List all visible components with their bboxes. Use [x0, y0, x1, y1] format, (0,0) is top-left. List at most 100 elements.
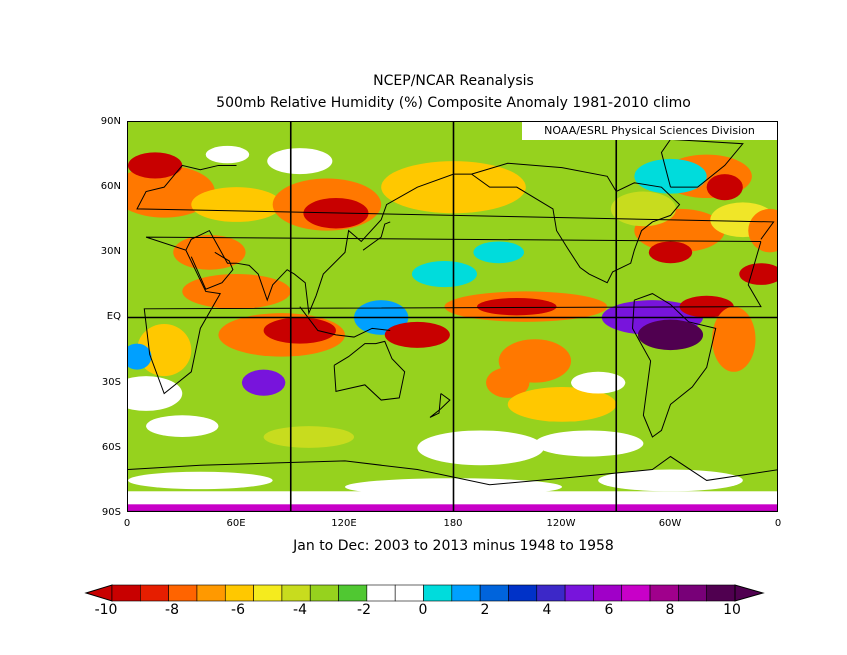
lon-label-0-east: 0 — [774, 518, 782, 529]
anomaly-patch — [712, 306, 756, 372]
anomaly-patch — [205, 145, 250, 164]
anomaly-patch — [637, 319, 704, 351]
period-label: Jan to Dec: 2003 to 2013 minus 1948 to 1… — [293, 538, 614, 554]
polar-band — [128, 510, 777, 511]
anomaly-patch — [384, 321, 450, 348]
colorbar-swatch — [423, 584, 453, 602]
colorbar-swatch — [451, 584, 481, 602]
anomaly-patch — [263, 317, 336, 344]
anomaly-patch — [486, 367, 530, 398]
coastline — [660, 138, 744, 188]
colorbar-swatch — [253, 584, 283, 602]
anomaly-patch — [648, 241, 693, 264]
lon-label-60e: 60E — [226, 518, 246, 529]
colorbar-swatch — [678, 584, 707, 602]
coastline — [190, 251, 234, 290]
coastline — [299, 306, 391, 338]
map-canvas — [128, 122, 777, 511]
anomaly-patch — [706, 174, 743, 201]
anomaly-patch — [507, 387, 617, 422]
colorbar-label: -4 — [293, 602, 307, 618]
colorbar-label: 6 — [604, 602, 614, 618]
anomaly-patch — [173, 234, 246, 270]
coastline — [128, 455, 777, 486]
colorbar-swatch — [338, 584, 368, 602]
colorbar-swatch — [366, 584, 396, 602]
colorbar-swatch — [706, 584, 736, 602]
lon-label-0-west: 0 — [123, 518, 131, 529]
colorbar — [84, 584, 765, 602]
polar-band — [128, 504, 777, 511]
chart-title: NCEP/NCAR Reanalysis — [373, 73, 534, 89]
anomaly-patch — [610, 191, 676, 227]
colorbar-swatch — [564, 584, 594, 602]
coastline — [136, 164, 775, 240]
colorbar-swatch — [649, 584, 679, 602]
colorbar-swatch — [479, 584, 509, 602]
anomaly-patch — [473, 241, 525, 264]
anomaly-patch — [411, 261, 478, 288]
lat-label-90s: 90S — [101, 507, 121, 518]
colorbar-label: -2 — [357, 602, 371, 618]
coastline — [362, 221, 391, 251]
anomaly-patch — [128, 376, 183, 411]
colorbar-label: 4 — [542, 602, 552, 618]
chart-subtitle: 500mb Relative Humidity (%) Composite An… — [216, 95, 691, 111]
colorbar-swatch — [224, 584, 254, 602]
lat-label-30s: 30S — [101, 377, 121, 388]
colorbar-swatch — [508, 584, 538, 602]
anomaly-patch — [477, 297, 557, 316]
anomaly-patch — [267, 148, 333, 175]
coastline — [471, 162, 681, 284]
colorbar-label: 0 — [418, 602, 428, 618]
anomaly-patch — [137, 324, 192, 377]
lon-label-60w: 60W — [658, 518, 682, 529]
colorbar-label: 10 — [723, 602, 741, 618]
colorbar-swatch — [140, 584, 169, 602]
lat-label-60n: 60N — [100, 181, 121, 192]
lat-label-60s: 60S — [101, 442, 121, 453]
colorbar-segments — [84, 584, 765, 602]
anomaly-patch — [263, 426, 355, 448]
anomaly-patch — [417, 430, 544, 466]
anomaly-patch — [634, 158, 707, 194]
colorbar-low-arrow — [84, 584, 113, 602]
anomaly-patch — [128, 343, 152, 370]
colorbar-label: -10 — [94, 602, 118, 618]
coastline — [632, 293, 717, 438]
lon-label-120e: 120E — [331, 518, 357, 529]
colorbar-swatch — [111, 584, 141, 602]
anomaly-patch — [598, 469, 743, 492]
anomaly-patch — [128, 152, 183, 179]
anomaly-fields — [128, 145, 777, 511]
lat-label-eq: EQ — [106, 311, 121, 322]
colorbar-swatch — [621, 584, 651, 602]
colorbar-label: 8 — [665, 602, 675, 618]
colorbar-high-arrow — [734, 584, 765, 602]
anomaly-map — [127, 121, 778, 512]
anomaly-patch — [571, 371, 626, 394]
coastline — [185, 173, 472, 316]
lon-label-120w: 120W — [546, 518, 576, 529]
colorbar-swatch — [168, 584, 198, 602]
coastline — [333, 340, 406, 401]
anomaly-patch — [146, 415, 219, 437]
colorbar-swatch — [281, 584, 311, 602]
lat-label-30n: 30N — [100, 246, 121, 257]
anomaly-patch — [534, 430, 644, 457]
credit-label: NOAA/ESRL Physical Sciences Division — [522, 122, 777, 140]
anomaly-patch — [182, 274, 291, 309]
colorbar-label: -8 — [165, 602, 179, 618]
colorbar-swatch — [309, 584, 339, 602]
lon-label-180: 180 — [443, 518, 463, 529]
coastline — [143, 236, 762, 395]
anomaly-patch — [739, 263, 777, 285]
colorbar-swatch — [196, 584, 226, 602]
anomaly-patch — [128, 471, 273, 490]
anomaly-patch — [191, 187, 282, 222]
coastlines — [128, 138, 777, 486]
colorbar-label: 2 — [480, 602, 490, 618]
colorbar-swatch — [593, 584, 623, 602]
grid-lines — [128, 122, 777, 511]
coastline — [429, 393, 451, 418]
